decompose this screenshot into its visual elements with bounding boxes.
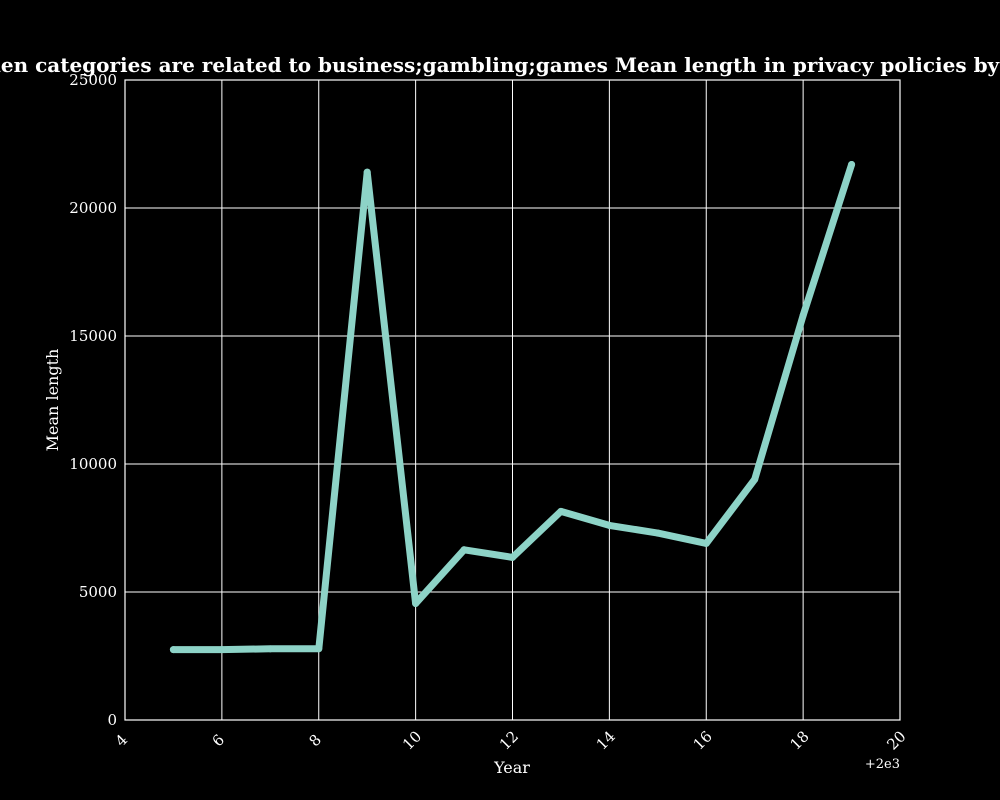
- data-point: [266, 645, 274, 653]
- data-point: [702, 539, 710, 547]
- data-point: [751, 475, 759, 483]
- data-point: [412, 600, 420, 608]
- y-tick-label: 20000: [69, 199, 117, 217]
- data-point: [363, 168, 371, 176]
- y-tick-label: 25000: [69, 71, 117, 89]
- chart-title: when categories are related to business;…: [0, 53, 1000, 77]
- y-axis-ticks: 0 5000 10000 15000 20000 25000: [69, 71, 117, 729]
- y-tick-label: 15000: [69, 327, 117, 345]
- data-point: [460, 546, 468, 554]
- data-point: [218, 646, 226, 654]
- data-point: [848, 160, 856, 168]
- y-tick-label: 10000: [69, 455, 117, 473]
- data-point: [315, 645, 323, 653]
- data-point: [509, 553, 516, 561]
- plot-frame: [124, 79, 901, 721]
- data-point: [654, 529, 662, 537]
- x-axis-offset-label: +2e3: [865, 757, 900, 772]
- grid: [124, 79, 901, 721]
- data-point: [557, 507, 565, 515]
- series-layer: [169, 160, 856, 654]
- data-point: [799, 312, 807, 320]
- y-tick-label: 5000: [79, 583, 117, 601]
- x-axis-label: Year: [493, 758, 530, 777]
- y-axis-label: Mean length: [43, 349, 62, 452]
- data-point: [605, 521, 613, 529]
- y-tick-label: 0: [107, 711, 117, 729]
- data-point: [169, 646, 177, 654]
